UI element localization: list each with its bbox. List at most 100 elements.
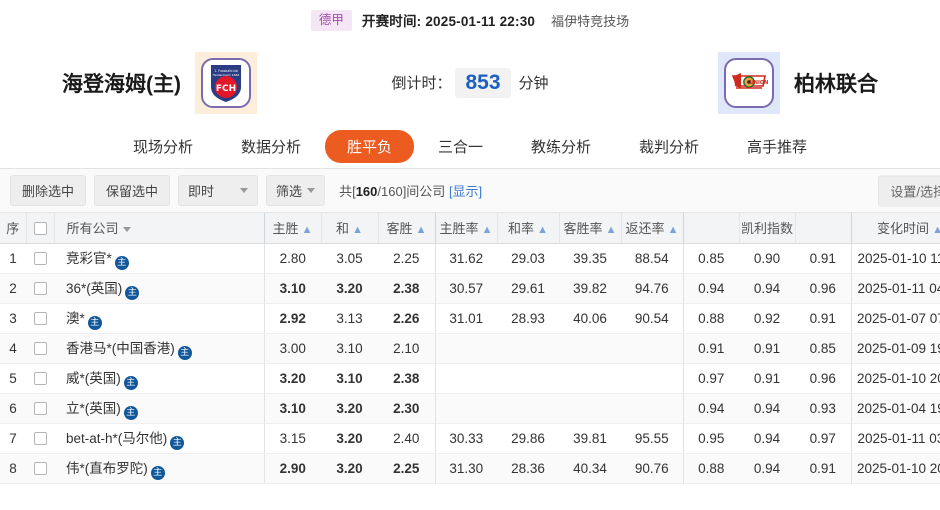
row-checkbox-cell[interactable] [26,303,54,334]
away-team[interactable]: UNION 柏林联合 [718,51,878,114]
row-checkbox-cell[interactable] [26,273,54,304]
company-name: 竞彩官* [66,250,112,266]
header-select-all[interactable] [26,213,55,244]
company-name-cell[interactable]: 香港马*(中国香港) 主 [54,333,265,364]
away-win-rate: 40.06 [559,303,621,334]
filter-dropdown[interactable]: 筛选 [266,175,326,206]
draw-odds[interactable]: 3.20 [321,273,378,304]
header-draw-rate[interactable]: 和率 ▲ [497,213,560,244]
draw-odds[interactable]: 3.10 [321,363,378,394]
table-row[interactable]: 7 bet-at-h*(马尔他) 主 3.15 3.20 2.40 30.33 29.86 39… [0,423,940,454]
row-index: 3 [0,303,26,334]
home-indicator-icon: 主 [123,375,138,390]
tab-live-analysis[interactable]: 现场分析 [132,139,193,156]
row-index: 7 [0,423,26,454]
company-name-cell[interactable]: 竞彩官* 主 [54,243,265,274]
table-row[interactable]: 3 澳* 主 2.92 3.13 2.26 31.01 28.93 40.06 90.54 0.88… [0,303,940,334]
mode-select[interactable]: 即时 [178,175,259,206]
home-win-odds[interactable]: 3.00 [264,333,321,364]
show-link[interactable]: [显示] [448,184,483,199]
row-checkbox-cell[interactable] [26,243,54,274]
away-win-odds[interactable]: 2.38 [378,273,436,304]
header-return-rate[interactable]: 返还率 ▲ [621,213,684,244]
row-checkbox-cell[interactable] [26,333,54,364]
row-checkbox[interactable] [33,342,47,356]
tab-three-in-one[interactable]: 三合一 [437,139,483,156]
tab-data-analysis[interactable]: 数据分析 [240,139,301,156]
draw-odds[interactable]: 3.05 [321,243,378,274]
home-team[interactable]: 海登海姆(主) 1. Fussballclub Heidenheim 1846 … [62,51,257,114]
header-kelly-index: 凯利指数 [739,213,796,244]
change-time: 2025-01-11 04:20 [851,273,940,304]
company-name-cell[interactable]: bet-at-h*(马尔他) 主 [54,423,265,454]
draw-odds[interactable]: 3.10 [321,333,378,364]
away-win-odds[interactable]: 2.26 [378,303,436,334]
row-checkbox-cell[interactable] [26,453,54,484]
table-header-row: 序 所有公司 主胜 ▲ 和 ▲ 客胜 ▲ 主胜率 ▲ 和率 ▲ 客胜率 ▲ 返还率 ▲ 凯利指… [0,213,940,244]
header-away-win[interactable]: 客胜 ▲ [378,213,436,244]
odds-table-body: 1 竞彩官* 主 2.80 3.05 2.25 31.62 29.03 39.35 88.54 0.… [0,243,940,484]
tab-coach-analysis[interactable]: 教练分析 [531,139,592,156]
away-win-odds[interactable]: 2.25 [378,453,436,484]
delete-selected-button[interactable]: 删除选中 [10,175,87,206]
away-team-logo: UNION [718,51,780,114]
row-checkbox[interactable] [33,252,47,266]
table-row[interactable]: 4 香港马*(中国香港) 主 3.00 3.10 2.10 0.91 0.91 0.85 2025… [0,333,940,364]
draw-rate: 29.61 [497,273,559,304]
row-checkbox[interactable] [33,432,47,446]
draw-odds[interactable]: 3.13 [321,303,378,334]
away-win-odds[interactable]: 2.10 [378,333,436,364]
company-name-cell[interactable]: 伟*(直布罗陀) 主 [54,453,265,484]
tab-expert-recommend[interactable]: 高手推荐 [747,139,808,156]
header-change-time[interactable]: 变化时间 ▲ [851,213,940,244]
table-row[interactable]: 1 竞彩官* 主 2.80 3.05 2.25 31.62 29.03 39.35 88.54 0.… [0,243,940,274]
header-company[interactable]: 所有公司 [54,213,265,244]
row-checkbox-cell[interactable] [26,363,54,394]
table-row[interactable]: 2 36*(英国) 主 3.10 3.20 2.38 30.57 29.61 39.82 94.7… [0,273,940,304]
sort-up-icon: ▲ [301,223,313,236]
settings-select-button[interactable]: 设置/选择 [878,175,940,206]
company-name-cell[interactable]: 立*(英国) 主 [54,393,265,424]
home-win-odds[interactable]: 3.10 [264,273,321,304]
odds-table-wrap: 序 所有公司 主胜 ▲ 和 ▲ 客胜 ▲ 主胜率 ▲ 和率 ▲ 客胜率 ▲ 返还率 ▲ 凯利指… [0,213,940,484]
home-indicator-icon: 主 [123,405,138,420]
header-away-rate[interactable]: 客胜率 ▲ [559,213,622,244]
keep-selected-button[interactable]: 保留选中 [94,175,171,206]
row-checkbox-cell[interactable] [26,423,54,454]
select-all-checkbox[interactable] [33,222,47,236]
company-name-cell[interactable]: 澳* 主 [54,303,265,334]
company-name-cell[interactable]: 威*(英国) 主 [54,363,265,394]
home-win-odds[interactable]: 3.10 [264,393,321,424]
row-checkbox-cell[interactable] [26,393,54,424]
table-row[interactable]: 6 立*(英国) 主 3.10 3.20 2.30 0.94 0.94 0.93 2025-01-… [0,393,940,424]
away-win-rate: 39.35 [559,243,621,274]
row-checkbox[interactable] [33,402,47,416]
header-draw[interactable]: 和 ▲ [321,213,379,244]
row-checkbox[interactable] [33,282,47,296]
home-win-odds[interactable]: 2.90 [264,453,321,484]
draw-odds[interactable]: 3.20 [321,393,378,424]
draw-odds[interactable]: 3.20 [321,423,378,454]
company-name-cell[interactable]: 36*(英国) 主 [54,273,265,304]
kelly-draw: 0.90 [739,243,795,274]
draw-rate [497,363,559,394]
tab-win-draw-loss[interactable]: 胜平负 [324,130,414,163]
home-win-odds[interactable]: 3.15 [264,423,321,454]
row-checkbox[interactable] [33,312,47,326]
away-win-odds[interactable]: 2.25 [378,243,436,274]
header-home-win[interactable]: 主胜 ▲ [264,213,322,244]
table-row[interactable]: 5 威*(英国) 主 3.20 3.10 2.38 0.97 0.91 0.96 2025-01-… [0,363,940,394]
tab-referee-analysis[interactable]: 裁判分析 [639,139,700,156]
away-win-odds[interactable]: 2.38 [378,363,436,394]
draw-odds[interactable]: 3.20 [321,453,378,484]
home-win-rate: 31.30 [435,453,497,484]
home-win-odds[interactable]: 2.92 [264,303,321,334]
header-home-rate[interactable]: 主胜率 ▲ [435,213,498,244]
home-win-odds[interactable]: 3.20 [264,363,321,394]
table-row[interactable]: 8 伟*(直布罗陀) 主 2.90 3.20 2.25 31.30 28.36 40.34 90.… [0,453,940,484]
away-win-odds[interactable]: 2.30 [378,393,436,424]
home-win-odds[interactable]: 2.80 [264,243,321,274]
away-win-odds[interactable]: 2.40 [378,423,436,454]
row-checkbox[interactable] [33,462,47,476]
row-checkbox[interactable] [33,372,47,386]
